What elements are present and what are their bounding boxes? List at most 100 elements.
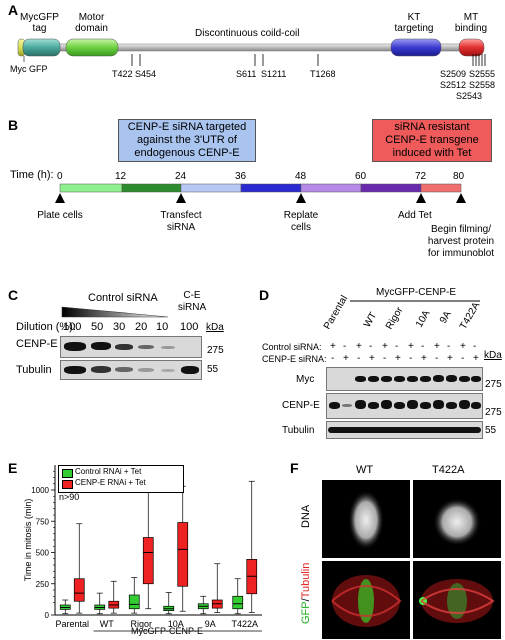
d-sign-e-7: + — [421, 353, 427, 364]
d-sign-c-8: + — [434, 341, 440, 352]
mt-binding-label: MT binding — [454, 12, 488, 34]
legend-swatch-cenpe — [62, 480, 73, 489]
panel-e-letter: E — [8, 460, 18, 476]
y-tick-label: 750 — [36, 517, 50, 526]
d-sign-c-3: - — [369, 341, 373, 352]
panel-c-row-tubulin: Tubulin — [16, 364, 52, 376]
event-begin-filming: Begin filming/ harvest protein for immun… — [427, 224, 495, 259]
f-col-t422a: T422A — [432, 464, 465, 476]
panel-c-kda: kDa — [206, 322, 224, 333]
timeline-bar — [55, 183, 466, 203]
transgene-box: siRNA resistant CENP-E transgene induced… — [372, 119, 492, 162]
site-s2512: S2512 — [440, 80, 467, 90]
d-lane-10a: 10A — [414, 308, 433, 330]
d-sign-c-1: - — [343, 341, 347, 352]
d-kda: kDa — [484, 350, 502, 361]
f-wt-gfp-tubulin-image — [322, 561, 410, 639]
d-sign-c-6: + — [408, 341, 414, 352]
legend-label-cenpe: CENP-E RNAi + Tet — [75, 478, 146, 487]
box-cenpe-Parental — [73, 578, 85, 602]
site-s454: S454 — [135, 69, 157, 79]
f-row-dna: DNA — [300, 505, 312, 528]
marker-c-275: 275 — [207, 345, 224, 356]
blot-d-cenpe — [326, 393, 483, 419]
d-sign-e-9: + — [447, 353, 453, 364]
e-group-label: MycGFP-CENP-E — [131, 626, 203, 636]
f-tubulin-text: Tubulin — [300, 562, 312, 599]
d-lane-rigor: Rigor — [384, 305, 406, 332]
d-lane-9a: 9A — [438, 309, 454, 326]
panel-d-letter: D — [259, 287, 270, 303]
d-sign-c-5: - — [395, 341, 399, 352]
f-sep-text: / — [300, 598, 312, 602]
motor-domain-shape — [65, 38, 119, 57]
marker-c-55: 55 — [207, 364, 219, 375]
legend-label-control: Control RNAi + Tet — [75, 467, 142, 476]
site-s2558: S2558 — [469, 80, 496, 90]
f-t422a-dna-image — [413, 480, 501, 558]
blot-d-myc — [326, 367, 483, 391]
d-sign-c-10: + — [460, 341, 466, 352]
phospho-site-ticks — [131, 54, 486, 66]
panel-b-letter: B — [8, 117, 19, 133]
tick-60: 60 — [355, 171, 367, 182]
d-row-tubulin: Tubulin — [282, 425, 315, 436]
d-cenpe-label: CENP-E siRNA: — [262, 354, 327, 364]
tick-80: 80 — [453, 171, 465, 182]
x-tick-label: Parental — [55, 619, 89, 629]
timeline-arrows — [55, 193, 466, 203]
dilution-50: 50 — [91, 321, 104, 333]
tick-12: 12 — [115, 171, 127, 182]
site-s1211: S1211 — [261, 69, 287, 79]
x-tick-label: 9A — [205, 619, 216, 629]
mitosis-boxplot: 0 250 500 750 1000 Parental WT Rigor 10A 9A T422A — [31, 465, 262, 632]
panel-a-letter: A — [8, 2, 19, 18]
tick-48: 48 — [295, 171, 307, 182]
dilution-20: 20 — [135, 321, 148, 333]
tick-72: 72 — [415, 171, 427, 182]
blot-c-tubulin — [60, 360, 202, 380]
x-tick-label: Rigor — [130, 619, 152, 629]
d-sign-c-7: - — [421, 341, 425, 352]
e-legend: Control RNAi + Tet CENP-E RNAi + Tet — [58, 465, 184, 493]
site-s2543: S2543 — [456, 91, 483, 101]
d-sign-c-4: + — [382, 341, 388, 352]
dilution-100b: 100 — [180, 321, 199, 333]
d-control-label: Control siRNA: — [262, 342, 322, 352]
f-row-dna-text: DNA — [300, 504, 312, 528]
coiled-coil-label: Discontinuous coild-coil — [195, 28, 300, 39]
site-s611: S611 — [236, 69, 257, 79]
panel-f-letter: F — [290, 460, 299, 476]
d-row-myc: Myc — [296, 374, 315, 385]
d-sign-c-11: - — [473, 341, 477, 352]
d-sign-c-0: + — [330, 341, 336, 352]
d-lane-t422a: T422A — [458, 300, 483, 332]
d-group-label: MycGFP-CENP-E — [376, 287, 456, 298]
box-cenpe-Rigor — [142, 537, 154, 585]
ce-sirna-label: C-E siRNA — [177, 290, 207, 313]
d-sign-e-2: - — [357, 353, 361, 364]
dilution-10: 10 — [156, 321, 169, 333]
dilution-100a: 100 — [63, 321, 82, 333]
x-tick-label: WT — [100, 619, 114, 629]
d-lane-wt: WT — [362, 310, 380, 330]
site-t1268: T1268 — [310, 69, 336, 79]
blot-c-cenpe — [60, 336, 202, 358]
e-annotation: n>90 — [59, 492, 80, 502]
x-tick-label: T422A — [231, 619, 258, 629]
tick-0: 0 — [57, 171, 63, 182]
marker-d-myc-275: 275 — [485, 379, 502, 390]
kt-targeting-label: KT targeting — [394, 12, 434, 34]
gfp-tag-shape — [22, 38, 61, 57]
f-t422a-gfp-tubulin-image — [413, 561, 501, 639]
y-tick-label: 1000 — [31, 486, 49, 495]
legend-swatch-control — [62, 469, 73, 478]
f-row-gfp-tubulin: GFP/Tubulin — [300, 563, 312, 624]
kt-targeting-shape — [390, 38, 442, 57]
f-gfp-text: GFP — [300, 601, 312, 624]
d-lane-parental: Parental — [322, 293, 351, 332]
cenpe-domain-diagram — [17, 38, 486, 66]
event-transfect: Transfect siRNA — [160, 210, 202, 233]
tick-36: 36 — [235, 171, 247, 182]
kt-mt-linker-bar — [439, 43, 463, 52]
